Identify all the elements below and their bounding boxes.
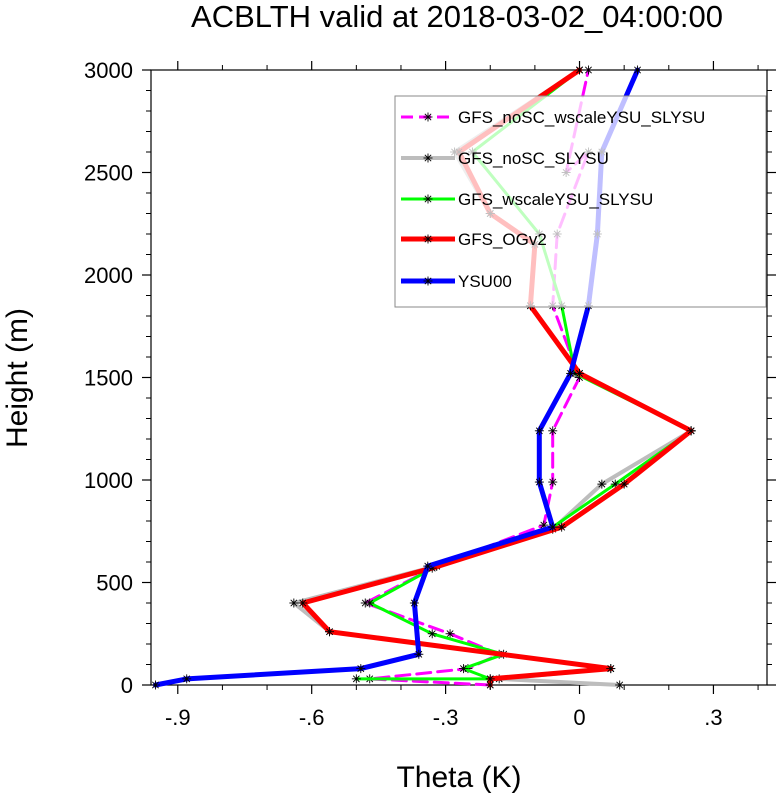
x-tick-label: -.3 — [433, 705, 459, 730]
series-point-marker — [414, 649, 424, 659]
series-point-marker — [615, 680, 625, 690]
legend-marker — [423, 276, 433, 286]
series-point-marker — [557, 522, 567, 532]
series-point-marker — [458, 664, 468, 674]
legend-label: YSU00 — [458, 272, 512, 291]
series-point-marker — [485, 680, 495, 690]
legend-entry: GFS_wscaleYSU_SLYSU — [401, 190, 653, 209]
legend-marker — [423, 194, 433, 204]
series-point-marker — [365, 598, 375, 608]
series-point-marker — [427, 629, 437, 639]
y-tick-label: 0 — [121, 673, 133, 698]
legend-entry: GFS_noSC_wscaleYSU_SLYSU — [401, 108, 705, 127]
series-point-marker — [548, 477, 558, 487]
chart-title: ACBLTH valid at 2018-03-02_04:00:00 — [191, 0, 723, 34]
legend-entry: YSU00 — [401, 272, 512, 291]
legend-items: GFS_noSC_wscaleYSU_SLYSU GFS_noSC_SLYSU GF… — [401, 108, 705, 291]
y-tick-label: 3000 — [84, 58, 133, 83]
series-point-marker — [150, 680, 160, 690]
y-axis-label: Height (m) — [1, 308, 34, 448]
series-point-marker — [356, 664, 366, 674]
legend-label: GFS_noSC_SLYSU — [458, 149, 609, 168]
series-point-marker — [566, 368, 576, 378]
series-point-marker — [583, 65, 593, 75]
y-tick-label: 2500 — [84, 161, 133, 186]
series-point-marker — [575, 65, 585, 75]
y-tick-labels: 0 500 1000 1500 2000 2500 3000 — [84, 58, 133, 698]
series-point-marker — [534, 477, 544, 487]
legend-label: GFS_OGv2 — [458, 230, 547, 249]
legend-entry: GFS_noSC_SLYSU — [401, 149, 609, 168]
series-point-marker — [548, 522, 558, 532]
x-tick-label: -.9 — [165, 705, 191, 730]
series-point-marker — [298, 598, 308, 608]
x-tick-label: -.6 — [299, 705, 325, 730]
y-tick-label: 1000 — [84, 468, 133, 493]
y-tick-label: 500 — [96, 571, 133, 596]
y-tick-label: 2000 — [84, 263, 133, 288]
series-point-marker — [289, 598, 299, 608]
series-point-marker — [686, 426, 696, 436]
series-point-marker — [182, 674, 192, 684]
legend-marker — [423, 112, 433, 122]
series-point-marker — [423, 561, 433, 571]
axis-ticks — [142, 61, 776, 694]
series-point-marker — [325, 627, 335, 637]
series-point-marker — [409, 598, 419, 608]
legend: GFS_noSC_wscaleYSU_SLYSU GFS_noSC_SLYSU GF… — [394, 95, 767, 308]
legend-marker — [423, 153, 433, 163]
series-point-marker — [485, 674, 495, 684]
series-point-marker — [351, 674, 361, 684]
legend-marker — [423, 234, 433, 244]
series-point-marker — [619, 479, 629, 489]
legend-box — [394, 95, 767, 308]
series-point-marker — [597, 479, 607, 489]
legend-entry: GFS_OGv2 — [401, 230, 547, 249]
x-axis-label: Theta (K) — [396, 761, 521, 794]
legend-label: GFS_wscaleYSU_SLYSU — [458, 190, 653, 209]
x-tick-label: 0 — [573, 705, 585, 730]
x-tick-label: .3 — [704, 705, 722, 730]
series-point-marker — [548, 426, 558, 436]
y-tick-label: 1500 — [84, 366, 133, 391]
series-point-marker — [445, 629, 455, 639]
series-point-marker — [534, 426, 544, 436]
series-point-marker — [606, 664, 616, 674]
legend-label: GFS_noSC_wscaleYSU_SLYSU — [458, 108, 705, 127]
series-point-marker — [633, 65, 643, 75]
x-tick-labels: -.9 -.6 -.3 0 .3 — [165, 705, 723, 730]
series-point-marker — [575, 368, 585, 378]
